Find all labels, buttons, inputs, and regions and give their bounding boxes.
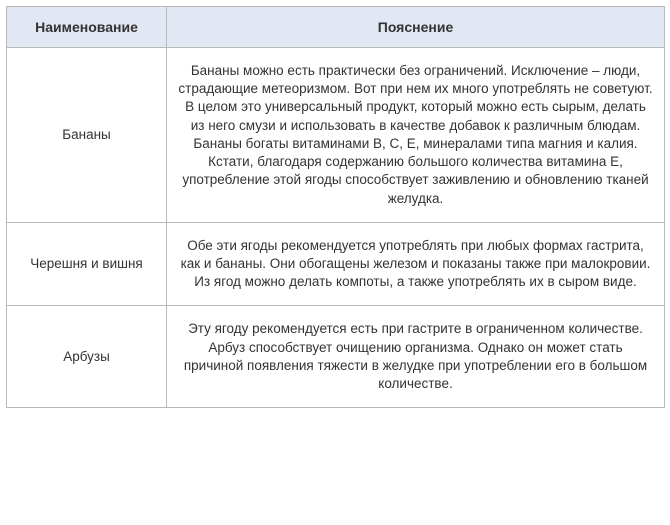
table-row: Черешня и вишня Обе эти ягоды рекомендуе… bbox=[7, 222, 665, 306]
table-row: Бананы Бананы можно есть практически без… bbox=[7, 48, 665, 223]
cell-name: Бананы bbox=[7, 48, 167, 223]
cell-name: Арбузы bbox=[7, 306, 167, 408]
table-row: Арбузы Эту ягоду рекомендуется есть при … bbox=[7, 306, 665, 408]
cell-name: Черешня и вишня bbox=[7, 222, 167, 306]
cell-desc: Бананы можно есть практически без ограни… bbox=[167, 48, 665, 223]
cell-desc: Обе эти ягоды рекомендуется употреблять … bbox=[167, 222, 665, 306]
info-table: Наименование Пояснение Бананы Бананы мож… bbox=[6, 6, 665, 408]
table-header-row: Наименование Пояснение bbox=[7, 7, 665, 48]
col-header-name: Наименование bbox=[7, 7, 167, 48]
col-header-desc: Пояснение bbox=[167, 7, 665, 48]
cell-desc: Эту ягоду рекомендуется есть при гастрит… bbox=[167, 306, 665, 408]
